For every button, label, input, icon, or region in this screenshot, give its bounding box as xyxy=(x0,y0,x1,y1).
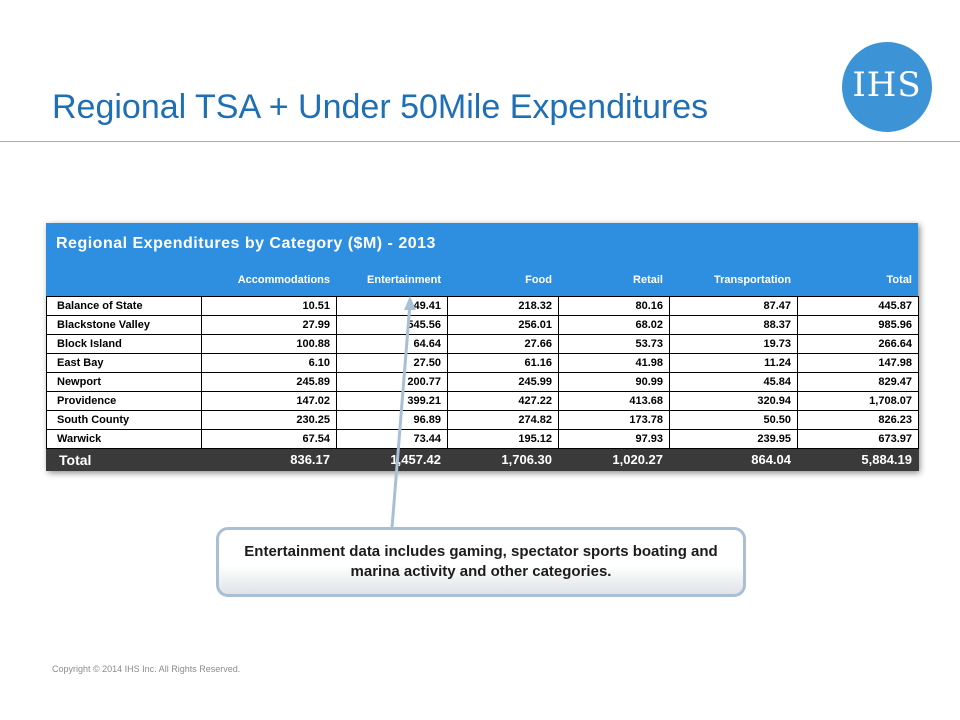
table-cell: 1,708.07 xyxy=(797,391,919,411)
table-cell: 49.41 xyxy=(336,296,448,316)
region-name: Block Island xyxy=(46,334,202,354)
column-header: Total xyxy=(886,274,912,286)
table-cell: 88.37 xyxy=(669,315,798,335)
page-title: Regional TSA + Under 50Mile Expenditures xyxy=(52,88,709,126)
region-name: Blackstone Valley xyxy=(46,315,202,335)
copyright-notice: Copyright © 2014 IHS Inc. All Rights Res… xyxy=(52,664,241,674)
table-cell: 90.99 xyxy=(558,372,670,392)
region-name: Newport xyxy=(46,372,202,392)
table-cell: 61.16 xyxy=(447,353,559,373)
table-cell: 399.21 xyxy=(336,391,448,411)
table-cell: 545.56 xyxy=(336,315,448,335)
table-cell: 230.25 xyxy=(201,410,337,430)
table-cell: 96.89 xyxy=(336,410,448,430)
table-cell: 256.01 xyxy=(447,315,559,335)
table-caption: Regional Expenditures by Category ($M) -… xyxy=(56,235,436,252)
ihs-logo: IHS xyxy=(842,42,932,132)
table-row: Warwick 67.54 73.44 195.12 97.93 239.95 673.97 xyxy=(46,429,919,449)
table-cell: 320.94 xyxy=(669,391,798,411)
title-divider xyxy=(0,141,960,142)
table-cell: 195.12 xyxy=(447,429,559,449)
table-cell: 87.47 xyxy=(669,296,798,316)
table-cell: 829.47 xyxy=(797,372,919,392)
table-cell: 41.98 xyxy=(558,353,670,373)
table-cell: 67.54 xyxy=(201,429,337,449)
region-name: Total xyxy=(46,448,202,471)
table-row: Providence 147.02 399.21 427.22 413.68 320.94… xyxy=(46,391,919,411)
table-cell: 97.93 xyxy=(558,429,670,449)
table-cell: 5,884.19 xyxy=(797,448,919,471)
table-row: Newport 245.89 200.77 245.99 90.99 45.84 829.4… xyxy=(46,372,919,392)
table-cell: 218.32 xyxy=(447,296,559,316)
entertainment-note-callout: Entertainment data includes gaming, spec… xyxy=(216,527,746,597)
table-cell: 147.02 xyxy=(201,391,337,411)
table-cell: 147.98 xyxy=(797,353,919,373)
table-cell: 1,020.27 xyxy=(558,448,670,471)
table-cell: 173.78 xyxy=(558,410,670,430)
table-cell: 6.10 xyxy=(201,353,337,373)
table-cell: 11.24 xyxy=(669,353,798,373)
region-name: East Bay xyxy=(46,353,202,373)
table-cell: 19.73 xyxy=(669,334,798,354)
table-cell: 68.02 xyxy=(558,315,670,335)
table-cell: 100.88 xyxy=(201,334,337,354)
table-row: Balance of State 10.51 49.41 218.32 80.16 87.… xyxy=(46,296,919,316)
table-cell: 80.16 xyxy=(558,296,670,316)
table-row: Block Island 100.88 64.64 27.66 53.73 19.73 26… xyxy=(46,334,919,354)
region-name: Warwick xyxy=(46,429,202,449)
column-header: Transportation xyxy=(713,274,791,286)
table-cell: 53.73 xyxy=(558,334,670,354)
table-cell: 413.68 xyxy=(558,391,670,411)
region-name: South County xyxy=(46,410,202,430)
table-cell: 64.64 xyxy=(336,334,448,354)
table-cell: 1,457.42 xyxy=(336,448,448,471)
column-header: Accommodations xyxy=(237,274,330,286)
column-header: Food xyxy=(525,274,552,286)
data-table: Balance of State 10.51 49.41 218.32 80.16 87.… xyxy=(46,296,919,471)
table-cell: 673.97 xyxy=(797,429,919,449)
table-cell: 50.50 xyxy=(669,410,798,430)
column-header: Retail xyxy=(633,274,663,286)
table-cell: 45.84 xyxy=(669,372,798,392)
table-header: Regional Expenditures by Category ($M) -… xyxy=(46,223,918,296)
table-cell: 274.82 xyxy=(447,410,559,430)
table-row: South County 230.25 96.89 274.82 173.78 50.50… xyxy=(46,410,919,430)
expenditures-table: Regional Expenditures by Category ($M) -… xyxy=(46,223,919,471)
table-cell: 826.23 xyxy=(797,410,919,430)
table-cell: 27.50 xyxy=(336,353,448,373)
table-cell: 427.22 xyxy=(447,391,559,411)
table-cell: 1,706.30 xyxy=(447,448,559,471)
region-name: Providence xyxy=(46,391,202,411)
table-body: Balance of State 10.51 49.41 218.32 80.16 87.… xyxy=(46,296,919,471)
table-cell: 266.64 xyxy=(797,334,919,354)
table-cell: 245.89 xyxy=(201,372,337,392)
table-cell: 10.51 xyxy=(201,296,337,316)
total-row: Total 836.17 1,457.42 1,706.30 1,020.27 864.0… xyxy=(46,448,919,471)
column-headers: Accommodations Entertainment Food Retail… xyxy=(46,269,918,291)
region-name: Balance of State xyxy=(46,296,202,316)
table-cell: 836.17 xyxy=(201,448,337,471)
table-cell: 200.77 xyxy=(336,372,448,392)
table-cell: 239.95 xyxy=(669,429,798,449)
logo-text: IHS xyxy=(852,65,922,105)
table-cell: 985.96 xyxy=(797,315,919,335)
table-cell: 445.87 xyxy=(797,296,919,316)
table-row: East Bay 6.10 27.50 61.16 41.98 11.24 147.98 xyxy=(46,353,919,373)
table-cell: 864.04 xyxy=(669,448,798,471)
table-cell: 73.44 xyxy=(336,429,448,449)
table-cell: 27.99 xyxy=(201,315,337,335)
table-cell: 27.66 xyxy=(447,334,559,354)
table-cell: 245.99 xyxy=(447,372,559,392)
table-row: Blackstone Valley 27.99 545.56 256.01 68.02 8… xyxy=(46,315,919,335)
column-header: Entertainment xyxy=(367,274,441,286)
column-header-blank xyxy=(46,269,201,291)
